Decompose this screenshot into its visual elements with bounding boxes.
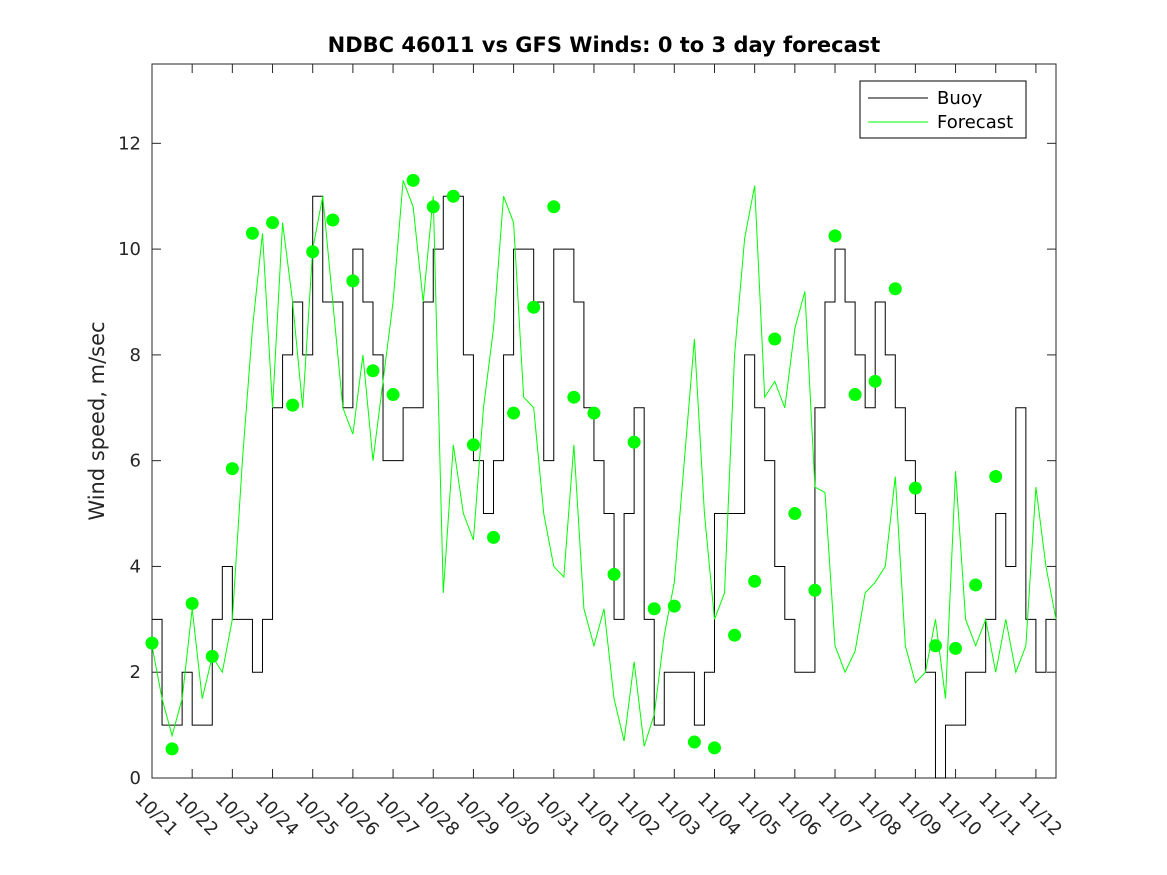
forecast-marker-point	[707, 741, 721, 755]
forecast-marker-point	[547, 200, 561, 214]
forecast-marker-point	[306, 245, 320, 259]
forecast-marker-point	[888, 282, 902, 296]
forecast-marker-point	[466, 438, 480, 452]
legend-box	[859, 80, 1027, 139]
chart-title: NDBC 46011 vs GFS Winds: 0 to 3 day fore…	[328, 33, 881, 57]
y-axis-label: Wind speed, m/sec	[85, 321, 109, 520]
forecast-marker-point	[245, 226, 259, 240]
plot-area: 02468101210/2110/2210/2310/2410/2510/261…	[118, 63, 1066, 840]
forecast-series-line	[151, 180, 1057, 747]
forecast-marker-point	[908, 481, 922, 495]
forecast-marker-point	[788, 507, 802, 521]
legend-forecast-label: Forecast	[937, 112, 1013, 133]
forecast-marker-point	[366, 364, 380, 378]
y-tick-label: 12	[118, 133, 141, 154]
y-tick-label: 6	[130, 451, 141, 472]
forecast-marker-point	[969, 578, 983, 592]
y-tick-label: 10	[118, 239, 141, 260]
forecast-marker-point	[346, 274, 360, 288]
forecast-marker-point	[446, 189, 460, 203]
forecast-marker-point	[868, 374, 882, 388]
forecast-marker-point	[507, 406, 521, 420]
y-tick-label: 0	[130, 768, 141, 789]
buoy-series-line	[152, 195, 1056, 779]
y-tick-label: 4	[130, 556, 141, 577]
forecast-marker-point	[145, 636, 159, 650]
forecast-marker-point	[989, 470, 1003, 484]
forecast-marker-point	[386, 388, 400, 402]
legend: Buoy Forecast	[859, 80, 1027, 139]
forecast-marker-point	[607, 567, 621, 581]
forecast-marker-point	[406, 173, 420, 187]
forecast-marker-point	[326, 213, 340, 227]
axes-box	[151, 63, 1057, 779]
forecast-marker-point	[587, 406, 601, 420]
y-tick-label: 2	[130, 662, 141, 683]
forecast-marker-point	[567, 390, 581, 404]
forecast-marker-point	[928, 639, 942, 653]
forecast-marker-point	[527, 300, 541, 314]
forecast-marker-point	[266, 216, 280, 230]
forecast-marker-point	[205, 649, 219, 663]
forecast-marker-point	[949, 641, 963, 655]
forecast-marker-point	[848, 388, 862, 402]
forecast-marker-point	[768, 332, 782, 346]
forecast-marker-point	[808, 583, 822, 597]
forecast-marker-point	[165, 742, 179, 756]
forecast-marker-point	[728, 628, 742, 642]
forecast-marker-point	[225, 462, 239, 476]
forecast-marker-point	[828, 229, 842, 243]
forecast-marker-point	[647, 602, 661, 616]
forecast-marker-point	[286, 398, 300, 412]
y-tick-label: 8	[130, 345, 141, 366]
forecast-marker-point	[748, 574, 762, 588]
forecast-marker-point	[687, 735, 701, 749]
forecast-marker-point	[487, 530, 501, 544]
forecast-marker-point	[426, 200, 440, 214]
forecast-marker-point	[185, 596, 199, 610]
forecast-marker-point	[627, 435, 641, 449]
legend-buoy-label: Buoy	[937, 88, 983, 109]
forecast-marker-point	[667, 599, 681, 613]
